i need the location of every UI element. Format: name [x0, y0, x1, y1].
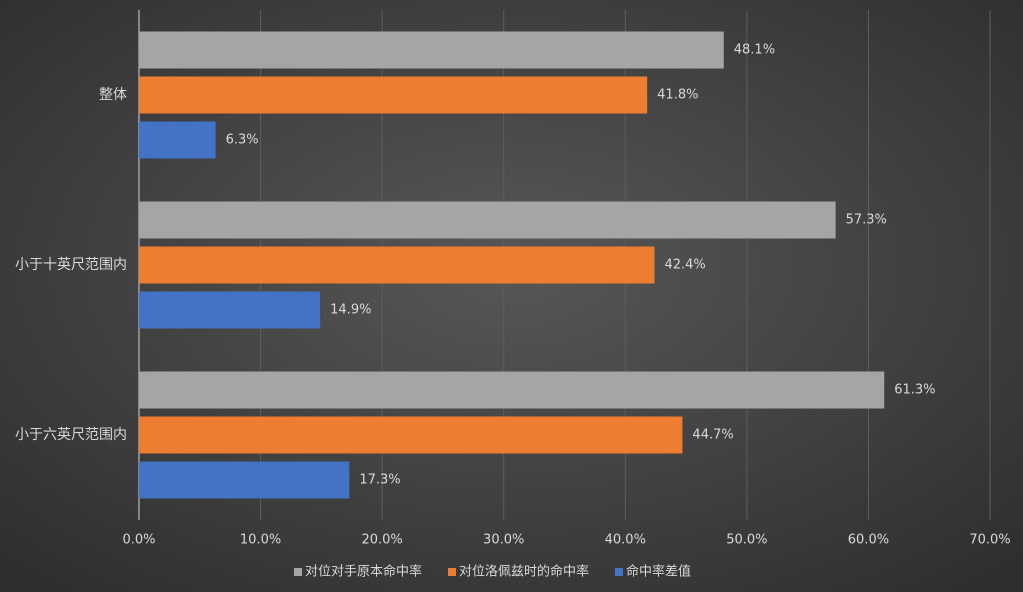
y-tick-label: 整体 — [99, 87, 127, 103]
bar — [139, 371, 885, 409]
bar — [139, 461, 350, 499]
x-tick-label: 20.0% — [361, 533, 402, 548]
x-tick-label: 50.0% — [726, 533, 767, 548]
data-label: 14.9% — [330, 303, 371, 318]
bar — [139, 201, 836, 239]
bar — [139, 121, 216, 159]
x-tick-label: 30.0% — [483, 533, 524, 548]
bar — [139, 31, 724, 69]
x-tick-label: 10.0% — [240, 533, 281, 548]
y-tick-label: 小于十英尺范围内 — [15, 256, 127, 273]
legend-label: 对位洛佩兹时的命中率 — [459, 564, 589, 580]
bar — [139, 76, 648, 114]
data-label: 6.3% — [226, 133, 259, 148]
legend-swatch — [615, 568, 624, 576]
data-label: 61.3% — [894, 383, 935, 398]
x-tick-label: 60.0% — [848, 533, 889, 548]
legend-swatch — [294, 568, 302, 576]
data-label: 48.1% — [734, 43, 775, 58]
y-tick-label: 小于六英尺范围内 — [15, 426, 127, 443]
data-label: 57.3% — [846, 213, 887, 228]
x-tick-label: 70.0% — [969, 533, 1010, 548]
x-tick-label: 40.0% — [605, 533, 646, 548]
bar — [139, 246, 655, 284]
data-label: 42.4% — [664, 258, 705, 273]
x-tick-label: 0.0% — [122, 533, 155, 548]
bar — [139, 291, 321, 329]
data-label: 44.7% — [692, 428, 733, 443]
legend-swatch — [448, 568, 457, 576]
data-label: 41.8% — [657, 88, 698, 103]
data-label: 17.3% — [359, 473, 400, 488]
bar — [139, 416, 683, 454]
legend-label: 命中率差值 — [626, 564, 691, 580]
legend-label: 对位对手原本命中率 — [305, 564, 422, 580]
